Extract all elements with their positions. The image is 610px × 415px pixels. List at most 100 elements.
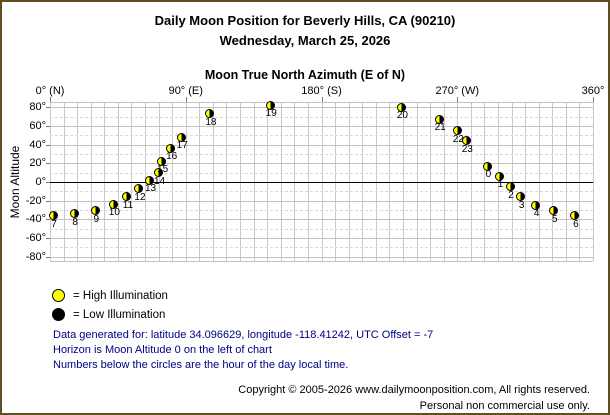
grid-line-vertical xyxy=(457,102,459,261)
grid-line-vertical xyxy=(294,102,296,261)
y-tick-label: -60° xyxy=(25,232,46,245)
hour-label: 2 xyxy=(508,189,514,201)
note-hour-numbers: Numbers below the circles are the hour o… xyxy=(53,359,349,371)
y-tick-label: -40° xyxy=(25,213,46,226)
hour-label: 14 xyxy=(154,175,166,187)
grid-line-major xyxy=(50,219,593,221)
legend: = High Illumination = Low Illumination xyxy=(52,286,168,324)
grid-line-vertical xyxy=(470,102,472,261)
x-axis-tick xyxy=(185,97,187,102)
moon-phase-marker xyxy=(494,171,504,181)
grid-line-vertical xyxy=(199,102,201,261)
grid-line-vertical xyxy=(525,102,527,261)
y-tick-label: -20° xyxy=(25,194,46,207)
hour-label: 9 xyxy=(93,213,100,225)
grid-line-vertical xyxy=(443,102,445,261)
footer: Copyright © 2005-2026 www.dailymoonposit… xyxy=(238,382,590,413)
legend-item-high-illumination: = High Illumination xyxy=(52,286,168,305)
hour-label: 6 xyxy=(573,218,579,230)
y-tick-label: 80° xyxy=(29,101,46,114)
hour-label: 5 xyxy=(552,213,558,225)
y-axis-tick xyxy=(46,256,50,258)
y-axis-tick xyxy=(46,163,50,165)
grid-line-vertical xyxy=(63,102,65,261)
grid-line-vertical xyxy=(321,102,323,261)
high-illumination-icon xyxy=(52,289,65,302)
hour-label: 10 xyxy=(108,207,120,219)
hour-label: 12 xyxy=(134,191,146,203)
grid-line-minor xyxy=(50,247,593,249)
moon-phase-marker xyxy=(145,175,155,185)
hour-label: 21 xyxy=(434,122,446,134)
moon-phase-marker xyxy=(205,109,215,119)
grid-line-vertical xyxy=(172,102,174,261)
x-axis-tick xyxy=(321,97,323,102)
y-tick-label: 40° xyxy=(29,138,46,151)
grid-line-major xyxy=(50,163,593,165)
hour-label: 8 xyxy=(72,216,78,228)
legend-item-low-illumination: = Low Illumination xyxy=(52,305,168,324)
grid-line-vertical xyxy=(307,102,309,261)
y-axis-tick xyxy=(46,125,50,127)
grid-line-vertical xyxy=(416,102,418,261)
grid-line-vertical xyxy=(267,102,269,261)
y-axis-tick xyxy=(46,200,50,202)
grid-line-major xyxy=(50,200,593,202)
grid-line-vertical xyxy=(497,102,499,261)
grid-line-vertical xyxy=(253,102,255,261)
y-axis-tick xyxy=(46,238,50,240)
moon-phase-marker xyxy=(396,102,406,112)
y-axis-tick xyxy=(46,182,50,183)
hour-label: 1 xyxy=(497,179,504,191)
moon-phase-marker xyxy=(265,100,275,110)
moon-phase-marker xyxy=(108,199,118,209)
grid-line-minor xyxy=(50,191,593,193)
x-tick-label: 270° (W) xyxy=(435,85,480,97)
grid-line-major xyxy=(50,256,593,258)
grid-line-vertical xyxy=(565,102,567,261)
grid-line-vertical xyxy=(280,102,282,261)
grid-line-vertical xyxy=(538,102,540,261)
moon-phase-marker xyxy=(505,182,515,192)
grid-line-vertical xyxy=(212,102,214,261)
moon-phase-marker xyxy=(122,192,132,202)
grid-line-vertical xyxy=(158,102,160,261)
grid-line-vertical xyxy=(131,102,133,261)
horizon-line xyxy=(50,182,593,183)
copyright-line: Copyright © 2005-2026 www.dailymoonposit… xyxy=(238,384,590,396)
grid-line-vertical xyxy=(50,102,51,261)
moon-phase-marker xyxy=(434,114,444,124)
y-axis-tick xyxy=(46,219,50,221)
grid-line-minor xyxy=(50,210,593,212)
grid-line-vertical xyxy=(77,102,79,261)
hour-label: 11 xyxy=(122,199,134,211)
grid-line-vertical xyxy=(593,102,594,261)
grid-line-minor xyxy=(50,116,593,118)
page-date: Wednesday, March 25, 2026 xyxy=(219,33,391,48)
grid-line-vertical xyxy=(375,102,377,261)
hour-label: 18 xyxy=(205,116,217,128)
x-tick-label: 0° (N) xyxy=(35,85,65,97)
hour-label: 3 xyxy=(518,199,525,211)
y-tick-label: 20° xyxy=(29,157,46,170)
grid-line-minor xyxy=(50,228,593,230)
usage-line: Personal non commercial use only. xyxy=(419,400,590,412)
grid-line-vertical xyxy=(552,102,554,261)
y-axis-tick xyxy=(46,144,50,146)
chart-title: Moon True North Azimuth (E of N) xyxy=(204,68,406,82)
grid-line-vertical xyxy=(185,102,187,261)
plot-border-bottom xyxy=(50,261,593,262)
grid-line-vertical xyxy=(240,102,242,261)
moon-phase-marker xyxy=(69,209,79,219)
grid-line-vertical xyxy=(484,102,486,261)
moon-phase-marker xyxy=(482,161,492,171)
y-tick-label: 0° xyxy=(35,176,46,188)
moon-phase-marker xyxy=(516,192,526,202)
y-tick-label: -80° xyxy=(25,250,46,263)
moon-phase-marker xyxy=(176,132,186,142)
x-axis-tick xyxy=(593,97,594,102)
grid-line-minor xyxy=(50,172,593,174)
hour-label: 4 xyxy=(533,208,540,220)
moon-phase-marker xyxy=(157,156,167,166)
